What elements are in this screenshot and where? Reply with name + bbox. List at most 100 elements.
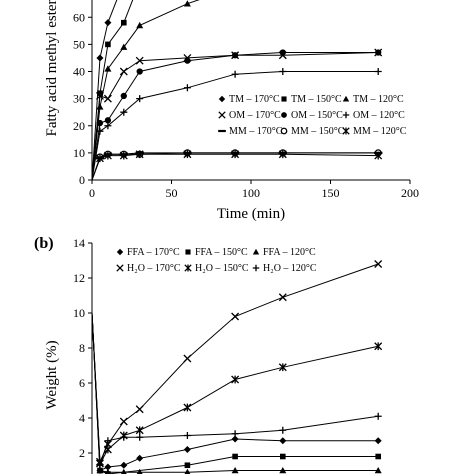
data-point (279, 437, 287, 445)
legend-marker (218, 95, 226, 103)
series (91, 260, 383, 466)
data-point (231, 52, 239, 59)
legend-label: OM – 170°C (229, 110, 281, 121)
y-tick-label: 10 (73, 306, 85, 320)
legend-label: H₂O – 150°C (195, 263, 249, 274)
data-point (374, 68, 382, 76)
y-axis-label: Fatty acid methyl ester (44, 0, 60, 137)
y-tick-label: 14 (73, 236, 85, 250)
data-point (104, 19, 112, 27)
legend: TM – 170°C TM – 150°C TM – 120°C OM – 170°C… (218, 94, 407, 137)
legend-marker (185, 249, 191, 255)
legend-label: H₂O – 120°C (263, 263, 317, 274)
data-point (104, 468, 111, 474)
legend-marker (252, 264, 260, 272)
legend-marker (218, 111, 226, 119)
data-point (136, 468, 143, 474)
data-point (278, 293, 287, 302)
x-tick-label: 50 (166, 186, 178, 200)
series (91, 68, 382, 181)
legend-marker (342, 111, 350, 119)
y-tick-label: 30 (73, 92, 85, 106)
data-point (279, 426, 287, 434)
series-line (91, 312, 379, 473)
data-point (136, 433, 144, 441)
legend: FFA – 170°C FFA – 150°C FFA – 120°C H₂O – 1… (116, 247, 317, 274)
data-point (231, 467, 239, 474)
data-point (135, 405, 144, 414)
data-point (183, 403, 192, 412)
y-axis-label: Weight (%) (44, 340, 60, 409)
data-point (136, 95, 144, 103)
data-point (374, 151, 383, 160)
data-point (231, 435, 239, 443)
legend-label: MM – 120°C (353, 126, 407, 137)
data-point (95, 91, 104, 100)
data-point (95, 154, 104, 163)
legend-label: MM – 150°C (291, 126, 345, 137)
data-point (96, 103, 104, 110)
data-point (135, 426, 144, 435)
data-point (231, 375, 240, 384)
y-tick-label: 40 (73, 65, 85, 79)
data-point (103, 151, 112, 160)
data-point (184, 462, 191, 469)
series-line (91, 312, 379, 474)
y-tick-label: 20 (73, 119, 85, 133)
legend-entry: TM – 170°C (218, 94, 280, 105)
data-point (183, 0, 191, 7)
data-point (120, 108, 128, 116)
data-point (374, 342, 383, 351)
data-point (184, 468, 191, 474)
data-point (96, 119, 104, 127)
legend-entry: MM – 150°C (280, 126, 345, 137)
legend-marker (280, 127, 288, 135)
data-point (280, 453, 286, 460)
series-line (91, 0, 118, 181)
legend-marker (342, 95, 350, 102)
data-point (231, 70, 239, 78)
legend-entry: TM – 150°C (281, 94, 342, 105)
legend-marker (342, 127, 350, 135)
y-tick-label: 10 (73, 146, 85, 160)
legend-entry: TM – 120°C (342, 94, 404, 105)
data-point (374, 260, 383, 268)
y-tick-label: 0 (79, 173, 85, 187)
data-point (104, 437, 112, 445)
data-point (135, 150, 144, 159)
data-point (135, 56, 144, 65)
legend-label: FFA – 120°C (263, 247, 316, 258)
legend-marker (281, 96, 287, 102)
legend-label: MM – 170°C (229, 126, 283, 137)
data-point (231, 430, 239, 438)
data-point (120, 92, 127, 100)
data-point (183, 432, 191, 439)
series (91, 312, 381, 474)
y-tick-label: 8 (79, 341, 85, 355)
legend-label: TM – 170°C (229, 94, 280, 105)
legend-label: FFA – 170°C (127, 247, 180, 258)
data-point (96, 467, 104, 474)
legend-entry: H₂O – 120°C (252, 263, 317, 274)
legend-marker (116, 264, 124, 272)
data-point (136, 454, 144, 462)
series (91, 49, 382, 181)
series (91, 0, 118, 181)
legend-entry: H₂O – 170°C (116, 263, 181, 274)
data-point (278, 150, 287, 159)
data-point (278, 363, 287, 372)
data-point (136, 21, 144, 29)
series (91, 312, 383, 468)
legend-label: OM – 120°C (353, 110, 405, 121)
data-point (231, 312, 240, 321)
series (91, 312, 382, 469)
legend-label: OM – 150°C (291, 110, 343, 121)
legend-marker (281, 112, 287, 118)
legend-label: FFA – 150°C (195, 247, 248, 258)
legend-entry: MM – 120°C (342, 126, 407, 137)
x-tick-label: 200 (401, 186, 419, 200)
x-tick-label: 0 (89, 186, 95, 200)
data-point (183, 446, 191, 453)
